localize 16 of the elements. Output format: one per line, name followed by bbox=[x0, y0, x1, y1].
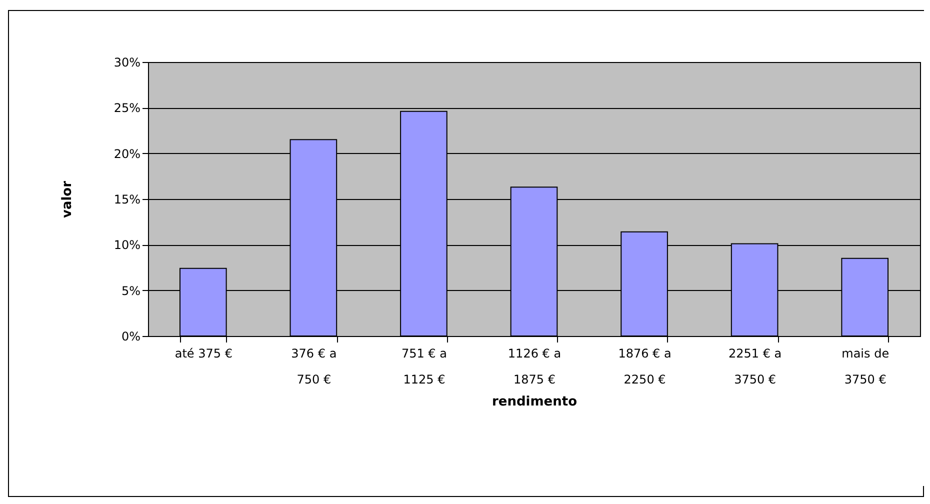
y-tick-label: 30% bbox=[114, 56, 140, 70]
y-tick-label: 20% bbox=[114, 146, 140, 161]
x-tick-label: 1876 € a 2250 € bbox=[618, 346, 672, 386]
y-tick-label: 5% bbox=[121, 284, 140, 298]
x-axis-title: rendimento bbox=[492, 394, 578, 410]
y-tick-label: 10% bbox=[114, 238, 140, 252]
x-tick-label: 2251 € a 3750 € bbox=[728, 346, 782, 386]
x-tick-label: 751 € a 1125 € bbox=[401, 346, 447, 386]
y-tick-label: 0% bbox=[121, 330, 140, 344]
x-tick-label: 376 € a 750 € bbox=[291, 346, 337, 386]
y-tick-label: 25% bbox=[114, 101, 140, 116]
x-tick-label: mais de 3750 € bbox=[842, 346, 890, 386]
x-tick-label: 1126 € a 1875 € bbox=[508, 346, 562, 386]
y-tick-label: 15% bbox=[114, 192, 140, 206]
y-axis-title: valor bbox=[60, 180, 75, 218]
x-tick-label: até 375 € bbox=[174, 346, 232, 360]
